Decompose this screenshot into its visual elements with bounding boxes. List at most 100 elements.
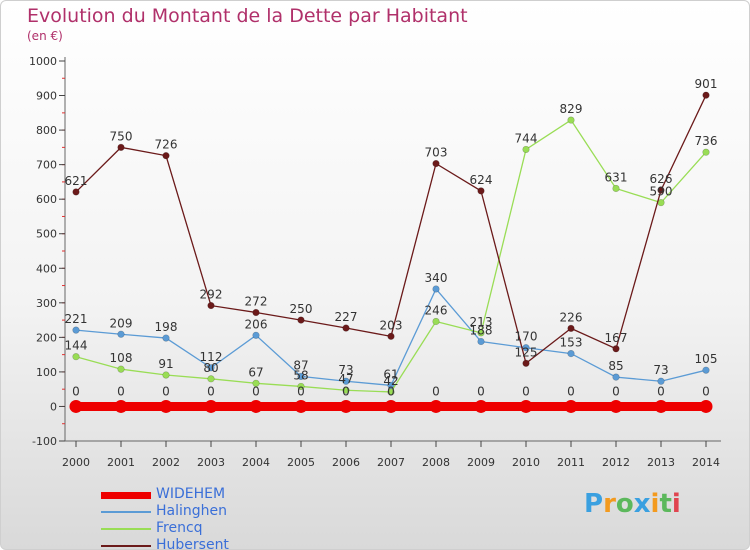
data-point-halinghen bbox=[207, 364, 215, 372]
series-line-frencq bbox=[75, 119, 707, 393]
data-point-hubersent bbox=[72, 188, 80, 196]
data-label-halinghen: 170 bbox=[515, 330, 538, 344]
data-label-hubersent: 272 bbox=[245, 294, 268, 308]
legend-swatch bbox=[101, 528, 151, 530]
data-point-halinghen bbox=[342, 377, 350, 385]
legend-label: Frencq bbox=[156, 520, 203, 536]
y-tick-label: 200 bbox=[36, 331, 57, 344]
data-point-halinghen bbox=[252, 331, 260, 339]
data-point-hubersent bbox=[657, 186, 665, 194]
data-label-halinghen: 85 bbox=[608, 359, 623, 373]
y-tick-label: 800 bbox=[36, 124, 57, 137]
data-point-frencq bbox=[342, 386, 350, 394]
x-tick-label: 2005 bbox=[287, 456, 315, 469]
data-point-halinghen bbox=[117, 330, 125, 338]
data-label-hubersent: 167 bbox=[605, 331, 628, 345]
legend-swatch bbox=[101, 491, 151, 499]
data-label-halinghen: 340 bbox=[425, 271, 448, 285]
data-point-widehem bbox=[654, 399, 668, 413]
y-tick-label: 900 bbox=[36, 90, 57, 103]
y-tick-label: 100 bbox=[36, 366, 57, 379]
data-label-widehem: 0 bbox=[432, 384, 440, 398]
data-label-frencq: 108 bbox=[110, 351, 133, 365]
data-point-hubersent bbox=[117, 143, 125, 151]
data-point-hubersent bbox=[567, 324, 575, 332]
data-label-hubersent: 203 bbox=[380, 318, 403, 332]
x-tick-label: 2000 bbox=[62, 456, 90, 469]
data-label-halinghen: 61 bbox=[383, 367, 398, 381]
data-point-frencq bbox=[432, 317, 440, 326]
x-tick-label: 2009 bbox=[467, 456, 495, 469]
data-point-frencq bbox=[612, 184, 620, 193]
data-point-halinghen bbox=[477, 337, 485, 346]
data-point-widehem bbox=[69, 399, 83, 413]
data-label-hubersent: 901 bbox=[695, 77, 718, 91]
data-label-halinghen: 112 bbox=[200, 350, 223, 364]
proxiti-logo: Proxiti bbox=[584, 489, 681, 519]
data-label-hubersent: 292 bbox=[200, 288, 223, 302]
data-label-frencq: 58 bbox=[293, 368, 308, 382]
x-tick-label: 2012 bbox=[602, 456, 630, 469]
data-point-frencq bbox=[477, 329, 485, 337]
data-label-widehem: 0 bbox=[72, 384, 80, 398]
data-point-widehem bbox=[564, 399, 578, 413]
data-point-hubersent bbox=[342, 324, 350, 332]
data-label-hubersent: 703 bbox=[425, 146, 448, 160]
x-tick-label: 2006 bbox=[332, 456, 360, 469]
data-label-hubersent: 624 bbox=[470, 173, 493, 187]
data-label-widehem: 0 bbox=[522, 384, 530, 398]
data-point-halinghen bbox=[432, 285, 440, 293]
logo-letter: t bbox=[659, 489, 672, 519]
data-label-hubersent: 125 bbox=[515, 345, 538, 359]
legend-label: WIDEHEM bbox=[156, 486, 226, 502]
data-point-frencq bbox=[297, 382, 305, 391]
data-label-halinghen: 73 bbox=[653, 363, 668, 377]
data-label-halinghen: 188 bbox=[470, 324, 493, 338]
data-point-halinghen bbox=[702, 366, 710, 374]
data-point-hubersent bbox=[207, 301, 215, 310]
y-tick-label: 400 bbox=[36, 262, 57, 275]
data-label-widehem: 0 bbox=[117, 384, 125, 398]
data-point-frencq bbox=[162, 371, 170, 379]
chart-subtitle: (en €) bbox=[27, 29, 63, 43]
data-label-frencq: 42 bbox=[383, 374, 398, 388]
data-point-halinghen bbox=[72, 326, 80, 334]
data-point-widehem bbox=[699, 399, 713, 413]
data-label-frencq: 829 bbox=[560, 102, 583, 116]
data-point-hubersent bbox=[252, 308, 260, 317]
y-tick-label: 1000 bbox=[29, 55, 57, 68]
data-label-frencq: 144 bbox=[65, 339, 88, 353]
legend-swatch bbox=[101, 511, 151, 513]
x-tick-label: 2014 bbox=[692, 456, 720, 469]
data-point-widehem bbox=[294, 399, 308, 413]
logo-letter: r bbox=[603, 489, 616, 519]
data-label-hubersent: 726 bbox=[155, 138, 178, 152]
data-point-halinghen bbox=[162, 334, 170, 342]
data-point-halinghen bbox=[522, 344, 530, 352]
data-label-frencq: 246 bbox=[425, 303, 448, 317]
data-point-frencq bbox=[252, 379, 260, 387]
data-label-frencq: 47 bbox=[338, 372, 353, 386]
data-label-hubersent: 226 bbox=[560, 310, 583, 324]
y-tick-label: 600 bbox=[36, 193, 57, 206]
data-label-halinghen: 105 bbox=[695, 352, 718, 366]
data-point-frencq bbox=[522, 145, 530, 154]
x-tick-label: 2003 bbox=[197, 456, 225, 469]
x-tick-label: 2008 bbox=[422, 456, 450, 469]
data-label-halinghen: 221 bbox=[65, 312, 88, 326]
y-tick-label: -100 bbox=[32, 435, 57, 448]
data-point-widehem bbox=[114, 399, 128, 413]
data-point-widehem bbox=[159, 399, 173, 413]
data-label-hubersent: 621 bbox=[65, 174, 88, 188]
x-tick-label: 2013 bbox=[647, 456, 675, 469]
x-tick-label: 2007 bbox=[377, 456, 405, 469]
data-label-halinghen: 153 bbox=[560, 336, 583, 350]
y-tick-label: 0 bbox=[50, 400, 57, 413]
logo-letter: x bbox=[633, 489, 651, 519]
data-point-frencq bbox=[207, 375, 215, 383]
data-label-frencq: 67 bbox=[248, 365, 263, 379]
data-label-hubersent: 750 bbox=[110, 129, 133, 143]
x-tick-label: 2011 bbox=[557, 456, 585, 469]
data-point-widehem bbox=[204, 399, 218, 413]
